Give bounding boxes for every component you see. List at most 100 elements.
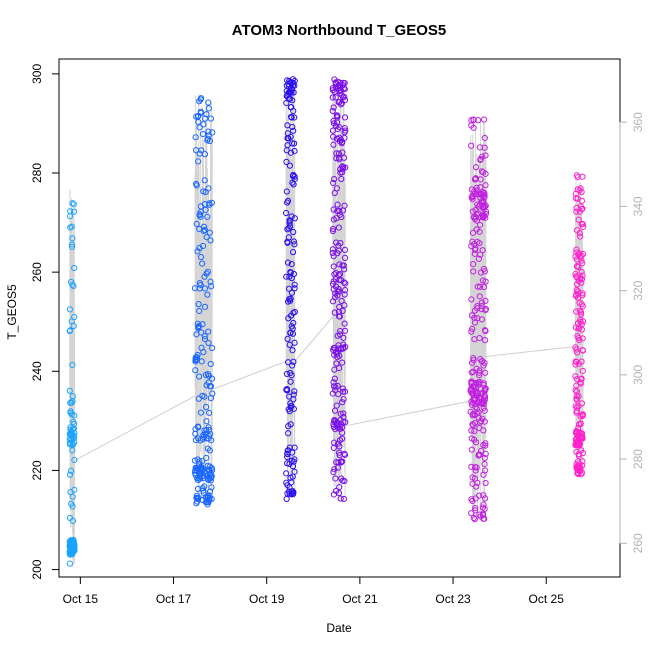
data-point — [288, 261, 295, 268]
data-point — [283, 209, 290, 217]
data-point — [203, 454, 210, 462]
data-point — [476, 395, 484, 402]
data-point — [472, 400, 479, 407]
data-point — [481, 327, 489, 334]
data-point — [202, 206, 209, 213]
data-point — [201, 285, 209, 292]
data-point — [476, 221, 484, 228]
data-point — [472, 175, 479, 182]
data-point — [70, 208, 78, 215]
data-point — [572, 373, 579, 380]
data-point — [577, 380, 584, 387]
data-point — [476, 293, 483, 300]
data-point — [334, 201, 341, 208]
data-point — [329, 107, 336, 115]
data-point — [479, 214, 487, 221]
data-point — [192, 358, 199, 365]
data-point — [476, 424, 483, 432]
data-point — [478, 357, 486, 365]
data-point — [286, 444, 293, 451]
data-point — [205, 339, 212, 347]
data-point — [336, 124, 343, 131]
data-point — [575, 216, 582, 223]
flight-series-5 — [572, 172, 587, 478]
data-point — [67, 426, 74, 434]
data-point — [475, 117, 482, 124]
data-point — [336, 331, 344, 338]
data-point — [332, 123, 340, 130]
data-point — [290, 140, 298, 147]
data-point — [191, 457, 199, 464]
data-point — [285, 430, 292, 437]
data-point — [69, 493, 76, 500]
data-point — [468, 496, 475, 503]
data-point — [333, 185, 340, 192]
data-point — [68, 500, 75, 507]
data-point — [470, 116, 477, 123]
data-point — [288, 323, 295, 330]
data-point — [329, 246, 336, 253]
data-point — [576, 307, 584, 314]
data-point — [201, 427, 208, 434]
data-point — [71, 486, 78, 493]
y-axis-label: T_GEOS5 — [5, 284, 19, 340]
data-point — [205, 105, 212, 112]
data-point — [333, 459, 340, 466]
data-point — [573, 286, 580, 294]
data-point — [340, 396, 347, 403]
data-point — [71, 545, 78, 552]
data-point — [477, 269, 485, 276]
data-point — [335, 150, 342, 157]
data-point — [335, 391, 342, 398]
data-point — [341, 320, 348, 327]
flight-series-0 — [66, 200, 78, 567]
data-point — [290, 228, 297, 236]
data-point — [336, 156, 343, 163]
data-point — [473, 217, 481, 224]
data-point — [330, 278, 337, 285]
data-point — [291, 456, 298, 463]
data-point — [334, 135, 341, 143]
data-point — [201, 393, 208, 400]
data-point — [342, 280, 349, 287]
data-point — [284, 453, 291, 461]
data-point — [286, 162, 294, 169]
data-point — [204, 291, 211, 298]
data-point — [482, 182, 489, 189]
data-point — [477, 184, 484, 191]
data-point — [477, 513, 484, 520]
data-point — [575, 471, 582, 478]
data-point — [470, 355, 477, 362]
data-point — [69, 393, 76, 400]
axes: Oct 15 Oct 17 Oct 19 Oct 21 Oct 23 Oct 25 200 2… — [30, 64, 645, 606]
data-point — [572, 403, 579, 410]
data-point — [330, 263, 337, 270]
data-point — [287, 329, 294, 336]
data-point — [577, 233, 584, 240]
data-point — [574, 438, 582, 445]
data-point — [70, 201, 77, 208]
data-point — [196, 458, 203, 465]
data-point — [337, 166, 344, 173]
connector-line — [74, 315, 576, 461]
y-tick-label: 260 — [30, 262, 44, 282]
data-point — [475, 255, 482, 262]
data-point — [205, 185, 212, 192]
data-point — [468, 296, 475, 303]
data-point — [578, 268, 585, 276]
data-point — [71, 264, 78, 272]
data-point — [66, 306, 74, 313]
y2-tick-label: 280 — [631, 449, 645, 469]
data-point — [194, 320, 201, 327]
data-point — [208, 344, 216, 352]
data-point — [341, 451, 349, 458]
data-point — [467, 408, 474, 415]
data-point — [204, 371, 212, 378]
data-point — [209, 129, 216, 136]
data-point — [337, 495, 344, 502]
data-point — [341, 291, 348, 298]
data-point — [574, 186, 581, 193]
data-point — [482, 369, 489, 376]
data-point — [331, 366, 338, 373]
data-point — [482, 278, 489, 285]
